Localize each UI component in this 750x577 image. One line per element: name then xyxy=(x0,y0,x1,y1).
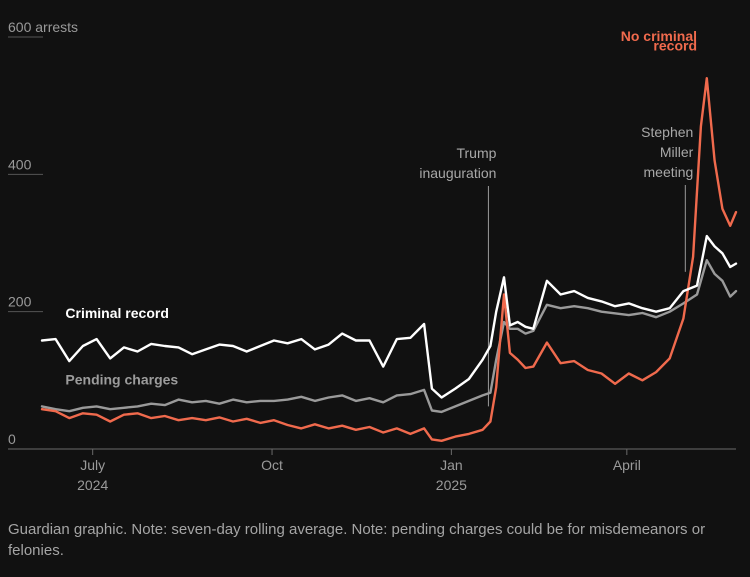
series-line-pending-charges xyxy=(40,259,738,414)
y-tick-label-400: 400 xyxy=(8,156,32,172)
x-tick-year-2025: 2025 xyxy=(436,477,467,493)
series-label-no-criminal: No criminal xyxy=(621,28,697,44)
annotation-stephen-miller-meeting-line-1: Miller xyxy=(660,144,694,160)
series-label-criminal-record: Criminal record xyxy=(65,305,168,321)
x-axis: July 2024 Oct Jan 2025 April xyxy=(77,449,641,493)
x-tick-year-2024: 2024 xyxy=(77,477,108,493)
series-line-criminal-record xyxy=(40,234,738,399)
y-gridlines xyxy=(8,36,736,450)
series-lines xyxy=(40,77,738,442)
series-line-no-criminal-record xyxy=(40,77,738,442)
annotation-stephen-miller-meeting-line-0: Stephen xyxy=(641,124,693,140)
y-tick-label-0: 0 xyxy=(8,431,16,447)
annotation-trump-inauguration-line-0: Trump xyxy=(456,145,496,161)
series-label-pending-charges: Pending charges xyxy=(65,371,178,387)
event-annotations: Trump inauguration Stephen Miller meeting xyxy=(419,124,694,407)
annotation-trump-inauguration-line-1: inauguration xyxy=(419,165,496,181)
arrests-line-chart: 600 arrests 400 200 0 July 2024 Oct Jan 2025 Apr… xyxy=(8,19,738,493)
series-label-record: record xyxy=(653,38,697,54)
chart-note: Guardian graphic. Note: seven-day rollin… xyxy=(8,521,706,559)
y-tick-label-600: 600 arrests xyxy=(8,19,78,35)
x-tick-label-jan: Jan xyxy=(440,457,463,473)
y-tick-labels: 600 arrests 400 200 0 xyxy=(8,19,78,447)
x-tick-label-july: July xyxy=(80,457,105,473)
x-tick-label-april: April xyxy=(613,457,641,473)
series-labels: Criminal record Pending charges No crimina… xyxy=(65,28,697,387)
x-tick-label-oct: Oct xyxy=(261,457,283,473)
y-tick-label-200: 200 xyxy=(8,294,32,310)
annotation-stephen-miller-meeting-line-2: meeting xyxy=(644,164,694,180)
